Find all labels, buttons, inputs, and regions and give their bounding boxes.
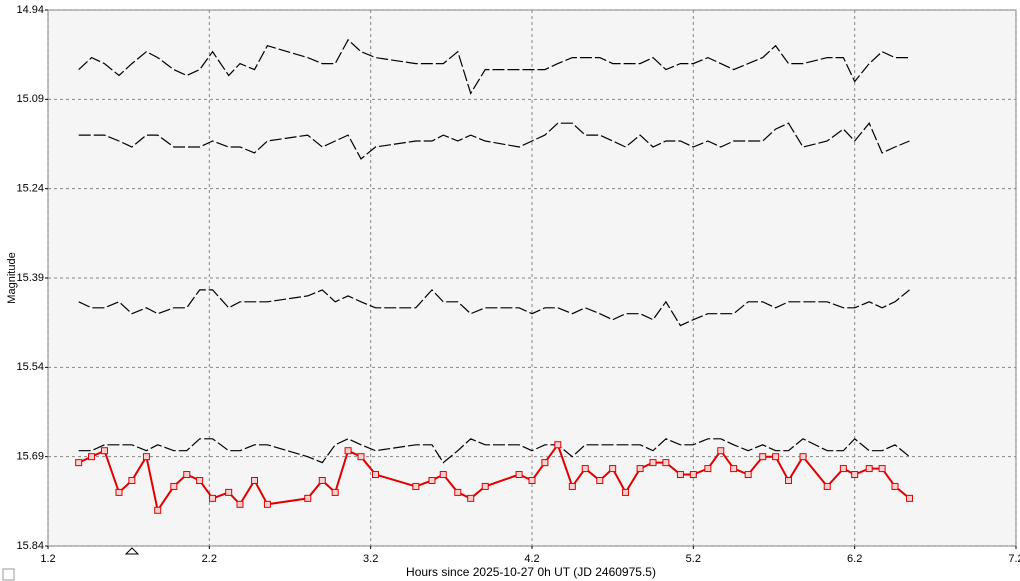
- data-point: [541, 459, 549, 467]
- data-point: [759, 453, 767, 461]
- series-line: [78, 38, 910, 95]
- data-point: [799, 453, 807, 461]
- data-point: [209, 494, 217, 502]
- x-tick-label: 5.2: [686, 553, 701, 565]
- data-point: [717, 447, 725, 455]
- y-tick-label: 15.84: [16, 540, 44, 552]
- data-point: [891, 482, 899, 490]
- x-tick-label: 1.2: [40, 553, 55, 565]
- y-tick-label: 15.24: [16, 183, 44, 195]
- data-point: [689, 471, 697, 479]
- y-tick-label: 14.94: [16, 4, 44, 16]
- data-point: [676, 471, 684, 479]
- x-tick-label: 2.2: [202, 553, 217, 565]
- data-point: [372, 471, 380, 479]
- data-point: [439, 471, 447, 479]
- data-point: [183, 471, 191, 479]
- data-point: [115, 488, 123, 496]
- y-tick-label: 15.09: [16, 93, 44, 105]
- data-point: [196, 476, 204, 484]
- data-point: [772, 453, 780, 461]
- series-line: [78, 289, 910, 327]
- data-point: [467, 494, 475, 502]
- data-point: [428, 476, 436, 484]
- data-point: [568, 482, 576, 490]
- y-tick-label: 15.54: [16, 361, 44, 373]
- data-point: [481, 482, 489, 490]
- data-point: [823, 482, 831, 490]
- data-point: [412, 482, 420, 490]
- data-point: [596, 476, 604, 484]
- data-point: [581, 465, 589, 473]
- x-axis-title: Hours since 2025-10-27 0h UT (JD 2460975…: [406, 565, 656, 579]
- data-point: [609, 465, 617, 473]
- data-point: [75, 459, 83, 467]
- series-line: [78, 122, 910, 160]
- x-tick-label: 6.2: [847, 553, 862, 565]
- data-point: [704, 465, 712, 473]
- data-point: [851, 471, 859, 479]
- data-point: [744, 471, 752, 479]
- data-point: [622, 488, 630, 496]
- data-point: [225, 488, 233, 496]
- data-point: [154, 506, 162, 514]
- data-point: [454, 488, 462, 496]
- data-point: [170, 482, 178, 490]
- y-tick-label: 15.69: [16, 451, 44, 463]
- y-axis-title: Magnitude: [6, 252, 18, 303]
- corner-box[interactable]: [2, 568, 15, 581]
- data-point: [88, 453, 96, 461]
- data-point: [251, 476, 259, 484]
- data-point: [142, 453, 150, 461]
- y-tick-label: 15.39: [16, 272, 44, 284]
- data-point: [331, 488, 339, 496]
- data-point: [128, 476, 136, 484]
- time-marker[interactable]: [124, 547, 140, 555]
- x-tick-label: 7.2: [1008, 553, 1020, 565]
- data-point: [662, 459, 670, 467]
- data-point: [318, 476, 326, 484]
- data-point: [785, 476, 793, 484]
- data-point: [344, 447, 352, 455]
- data-point: [839, 465, 847, 473]
- data-point: [865, 465, 873, 473]
- data-point: [906, 494, 914, 502]
- data-point: [236, 500, 244, 508]
- data-point: [649, 459, 657, 467]
- data-point: [878, 465, 886, 473]
- data-point: [730, 465, 738, 473]
- data-point: [263, 500, 271, 508]
- data-point: [528, 476, 536, 484]
- data-point: [515, 471, 523, 479]
- series-line: [78, 437, 910, 464]
- x-tick-label: 3.2: [363, 553, 378, 565]
- data-point: [304, 494, 312, 502]
- data-point: [554, 441, 562, 449]
- data-point: [100, 447, 108, 455]
- data-point: [357, 453, 365, 461]
- x-tick-label: 4.2: [524, 553, 539, 565]
- data-point: [636, 465, 644, 473]
